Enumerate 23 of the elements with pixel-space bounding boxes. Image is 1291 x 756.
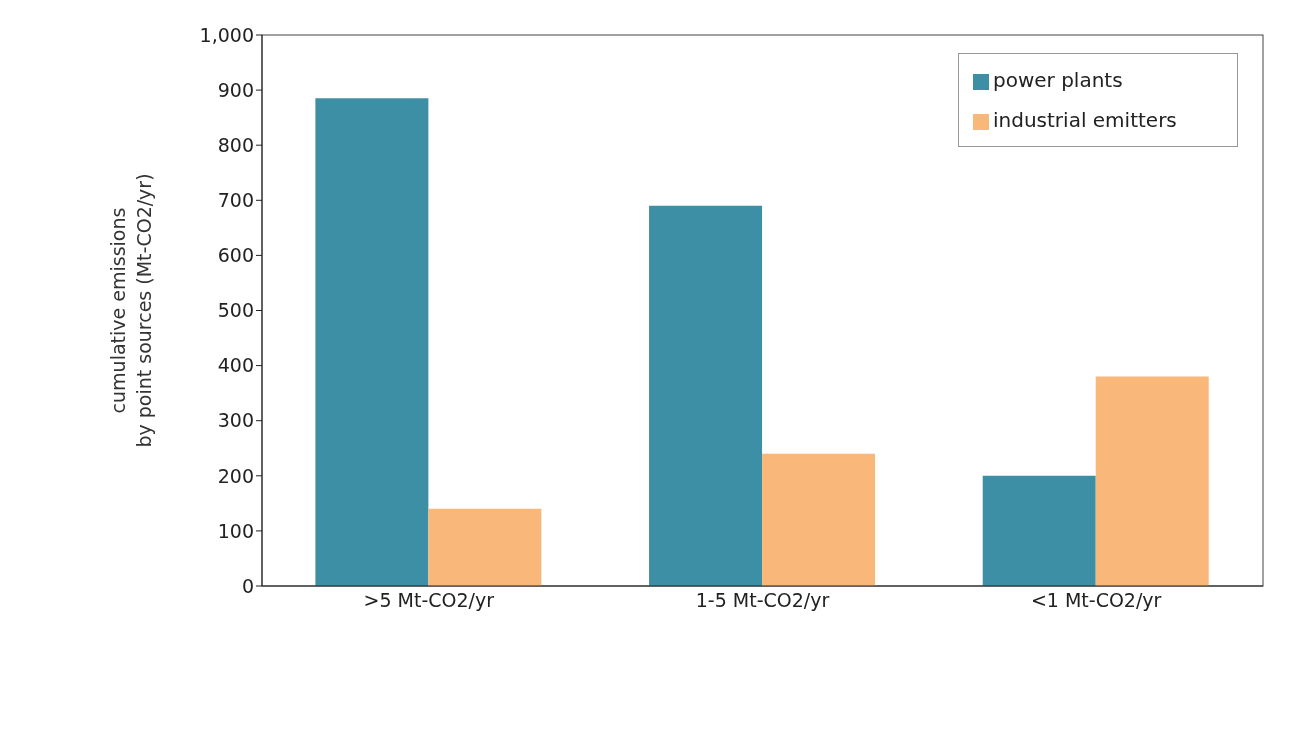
y-tick-label: 800: [217, 133, 254, 156]
y-tick-label: 300: [217, 409, 254, 432]
legend-label: power plants: [993, 68, 1123, 92]
bar: [315, 98, 429, 586]
bar: [982, 475, 1096, 586]
y-tick-label: 900: [217, 78, 254, 101]
bar: [1095, 376, 1209, 586]
x-tick-label: <1 Mt-CO2/yr: [1030, 589, 1162, 612]
y-tick-label: 600: [217, 244, 254, 267]
y-tick-label: 0: [241, 574, 254, 597]
bar: [762, 453, 876, 586]
y-tick-label: 500: [217, 299, 254, 322]
y-tick-label: 1,000: [199, 23, 254, 46]
bar: [428, 508, 542, 586]
y-tick-label: 200: [217, 464, 254, 487]
bar: [649, 205, 763, 586]
y-tick-label: 400: [217, 354, 254, 377]
x-tick-label: 1-5 Mt-CO2/yr: [695, 589, 830, 612]
y-tick-label: 700: [217, 189, 254, 212]
y-tick-label: 100: [217, 519, 254, 542]
x-tick-label: >5 Mt-CO2/yr: [363, 589, 495, 612]
legend-label: industrial emitters: [993, 108, 1177, 132]
y-axis-title: cumulative emissions by point sources (Mt-CO2/yr): [107, 173, 155, 448]
